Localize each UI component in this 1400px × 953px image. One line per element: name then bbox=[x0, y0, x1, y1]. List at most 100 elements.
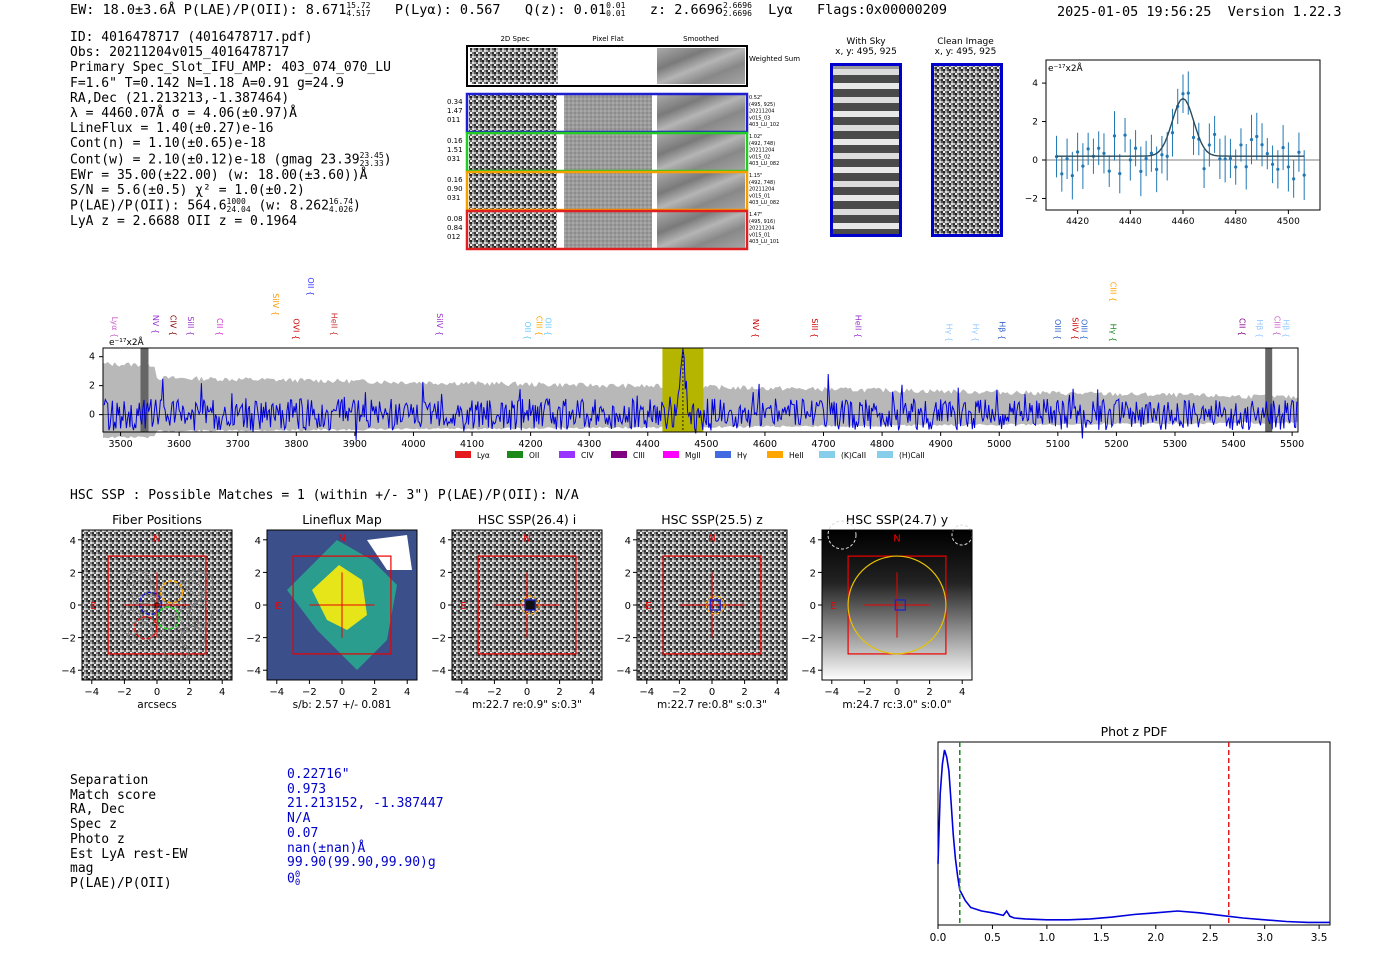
spec-line-label: NV { bbox=[751, 319, 760, 338]
spec-line-label: Hγ { bbox=[971, 324, 980, 342]
zoom-point bbox=[1165, 154, 1169, 158]
sky-band bbox=[833, 83, 899, 89]
match-value: 0.07 bbox=[287, 825, 319, 841]
header-plya: P(Lyα): 0.567 bbox=[394, 2, 501, 18]
header-qz-bounds: 0.01 0.01 bbox=[606, 1, 626, 18]
info-primary: Primary Spec_Slot_IFU_AMP: 403_074_070_L… bbox=[70, 60, 391, 76]
cutout-row-note: 403_LU_102 bbox=[749, 122, 779, 128]
fiber-circle bbox=[174, 607, 199, 633]
hsc-panel-caption: arcsecs bbox=[137, 699, 176, 711]
cutout-row-note: v015_03 bbox=[749, 115, 770, 121]
cutout-row-note: v015_01 bbox=[749, 232, 770, 238]
hsc-xtick-label: −2 bbox=[857, 687, 872, 698]
sky-gap bbox=[833, 229, 899, 237]
zoom-point bbox=[1070, 174, 1074, 178]
zoom-point bbox=[1081, 164, 1085, 168]
sky-band bbox=[833, 111, 899, 117]
spec-line-label: Hγ { bbox=[945, 324, 954, 342]
zoom-point bbox=[1107, 169, 1111, 173]
zoom-ytick-label: 0 bbox=[1032, 156, 1038, 166]
zoom-point bbox=[1223, 157, 1227, 161]
north-label: N bbox=[893, 533, 900, 544]
cutout-pixelflat bbox=[564, 173, 652, 209]
sky-gap bbox=[833, 103, 899, 111]
hsc-ytick-label: 0 bbox=[70, 601, 76, 612]
info-id: ID: 4016478717 (4016478717.pdf) bbox=[70, 30, 313, 45]
full-spectrum-plot: e⁻¹⁷x2Å 3500 3600 3700 3800 3900 4000 4100 4200 4… bbox=[89, 277, 1304, 460]
header-summary: EW: 18.0±3.6Å P(LAE)/P(OII): 8.67115.72 4… bbox=[70, 1, 947, 19]
hsc-match-title: HSC SSP : Possible Matches = 1 (within +… bbox=[70, 488, 579, 503]
weighted-sum-2dspec bbox=[470, 48, 558, 84]
match-value: N/A bbox=[287, 811, 311, 827]
match-box bbox=[709, 599, 721, 611]
spec-line-label: CIII { bbox=[534, 316, 543, 336]
match-label: RA, Dec bbox=[70, 802, 125, 818]
header-version: Version 1.22.3 bbox=[1227, 4, 1342, 20]
header-z: z: 2.6696 bbox=[649, 2, 723, 18]
zoom-point bbox=[1160, 153, 1164, 157]
zoom-point bbox=[1260, 143, 1264, 147]
hsc-xtick-label: 2 bbox=[926, 687, 932, 698]
zoom-xtick-label: 4420 bbox=[1066, 217, 1089, 227]
cutout-row-value: 1.51 bbox=[447, 146, 463, 154]
sky-gap bbox=[833, 187, 899, 195]
cutout-row-value: 012 bbox=[447, 233, 460, 241]
cutout-smoothed bbox=[657, 212, 745, 248]
spec-ytick-label: 0 bbox=[89, 410, 95, 421]
hsc-xtick-label: 4 bbox=[404, 687, 410, 698]
hsc-panel-caption: m:24.7 rc:3.0" s:0.0" bbox=[842, 699, 951, 711]
zoom-point bbox=[1292, 177, 1296, 181]
spec-line-label: HeII { bbox=[329, 313, 338, 336]
zoom-point bbox=[1181, 92, 1185, 96]
col-label-2dspec: 2D Spec bbox=[500, 35, 529, 43]
cutout-row-value: 0.16 bbox=[447, 137, 463, 145]
sky-gap bbox=[833, 173, 899, 181]
sky-band bbox=[833, 223, 899, 229]
header-ew-plae: EW: 18.0±3.6Å P(LAE)/P(OII): 8.671 bbox=[70, 2, 347, 18]
zoom-point bbox=[1297, 150, 1301, 154]
hsc-ytick-label: −4 bbox=[61, 666, 76, 677]
cutout-row-note: 403_LU_101 bbox=[749, 239, 779, 245]
zoom-point bbox=[1270, 162, 1275, 166]
aperture-circle bbox=[847, 555, 947, 655]
spec-ytick-label: 2 bbox=[89, 381, 95, 392]
spec-xtick-label: 4300 bbox=[577, 439, 601, 450]
match-value: 0.973 bbox=[287, 781, 327, 797]
zoom-point bbox=[1244, 165, 1248, 169]
hsc-xtick-label: −2 bbox=[302, 687, 317, 698]
fiber-circle bbox=[164, 639, 189, 665]
hsc-xtick-label: 2 bbox=[741, 687, 747, 698]
spec-legend-swatch bbox=[767, 451, 783, 458]
zoom-point bbox=[1144, 156, 1148, 161]
hsc-ytick-label: −4 bbox=[616, 666, 631, 677]
spec-mask-band bbox=[1265, 348, 1273, 432]
hsc-xtick-label: 0 bbox=[524, 687, 530, 698]
hsc-xtick-label: 4 bbox=[774, 687, 780, 698]
hsc-ytick-label: 0 bbox=[255, 601, 261, 612]
hsc-xtick-label: −4 bbox=[269, 687, 284, 698]
cutout-row-note: 403_LU_082 bbox=[749, 161, 779, 167]
spec-xtick-label: 4000 bbox=[401, 439, 425, 450]
match-value: 0.22716" bbox=[287, 767, 350, 782]
hsc-ytick-label: 2 bbox=[70, 568, 76, 579]
spec-line-label: OII { bbox=[523, 321, 532, 340]
spec-legend-label: MgII bbox=[685, 451, 701, 460]
hsc-ytick-label: 4 bbox=[70, 536, 76, 547]
sky-band bbox=[833, 97, 899, 103]
hsc-ytick-label: −2 bbox=[246, 634, 261, 645]
sky-gap bbox=[833, 159, 899, 167]
header-qz: Q(z): 0.01 bbox=[524, 2, 607, 18]
spec-legend-swatch bbox=[715, 451, 731, 458]
header-plae-bounds: 15.72 4.517 bbox=[346, 1, 371, 18]
match-box bbox=[894, 599, 906, 611]
line-fit-zoom-plot: e⁻¹⁷x2Å 4420 4440 4460 4480 4500 4 2 0 −2 bbox=[1025, 59, 1321, 227]
spec-legend-swatch bbox=[877, 451, 893, 458]
cutout-2dspec bbox=[469, 173, 557, 209]
spec-legend-label: CIII bbox=[633, 451, 645, 460]
hsc-xtick-label: −4 bbox=[639, 687, 654, 698]
cutout-pixelflat bbox=[564, 212, 652, 248]
spec-line-label: OII { bbox=[543, 317, 552, 336]
spec-line-label: CII { bbox=[1237, 318, 1246, 336]
zoom-point bbox=[1234, 165, 1238, 169]
spec-legend-label: OII bbox=[529, 451, 539, 460]
